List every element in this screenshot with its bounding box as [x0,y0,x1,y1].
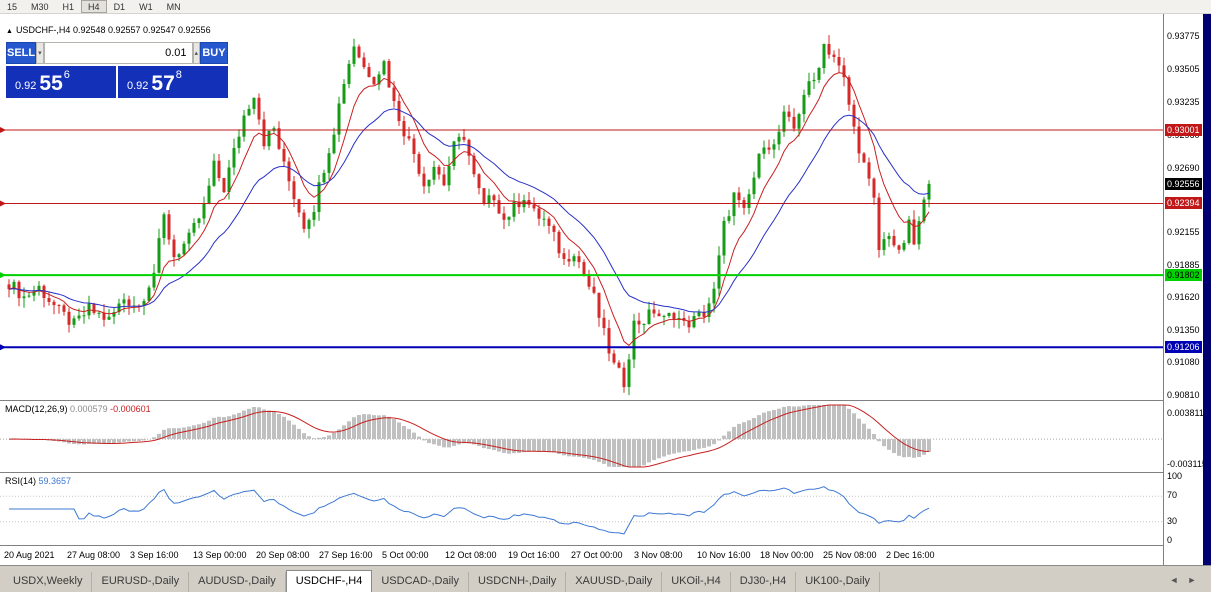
rsi-axis-label: 30 [1167,516,1178,526]
timeframe-button-m30[interactable]: M30 [31,2,49,12]
timeframe-toolbar: 15 M30 H1 H4 D1 W1 MN [0,0,1211,14]
tab-usdchf-h4[interactable]: USDCHF-,H4 [285,570,373,592]
price-tick-label: 0.91350 [1167,325,1200,335]
time-axis-label: 3 Sep 16:00 [130,550,179,560]
macd-axis-label: 0.003811 [1167,408,1204,418]
price-tick-label: 0.91080 [1167,357,1200,367]
tab-usdx-weekly[interactable]: USDX,Weekly [4,572,93,592]
rsi-indicator-panel[interactable] [0,472,1163,545]
time-axis-label: 20 Aug 2021 [4,550,55,560]
price-tick-label: 0.91620 [1167,292,1200,302]
buy-price-pip-digit: 8 [175,69,182,81]
sell-price-pip-digit: 6 [63,69,70,81]
volume-input[interactable] [43,42,193,64]
volume-increase-button[interactable]: ▴ [192,42,200,64]
time-axis-label: 25 Nov 08:00 [823,550,877,560]
tab-scroll-right-icon[interactable]: ► [1187,575,1197,585]
current-price-label: 0.92556 [1165,178,1202,190]
tab-scroll-left-icon[interactable]: ◄ [1169,575,1179,585]
chart-tabs-bar: USDX,Weekly EURUSD-,Daily AUDUSD-,Daily USD… [0,565,1211,592]
tab-audusd-daily[interactable]: AUDUSD-,Daily [189,572,286,592]
collapse-triangle-icon[interactable]: ▲ [6,28,13,35]
tab-xauusd-daily[interactable]: XAUUSD-,Daily [566,572,663,592]
timeframe-button-15[interactable]: 15 [7,2,18,12]
chart-area[interactable]: 20 Aug 2021 27 Aug 08:00 3 Sep 16:00 13 Sep… [0,14,1163,565]
price-tick-label: 0.93235 [1167,97,1200,107]
tab-usdcad-daily[interactable]: USDCAD-,Daily [372,572,469,592]
price-tick-label: 0.92155 [1167,227,1200,237]
time-axis-label: 10 Nov 16:00 [697,550,751,560]
macd-label: MACD(12,26,9) 0.000579 -0.000601 [5,404,151,414]
time-axis-label: 2 Dec 16:00 [886,550,935,560]
buy-price-base: 0.92 [127,80,149,92]
hline-price-label: 0.91802 [1165,269,1202,281]
rsi-axis-label: 70 [1167,490,1178,500]
macd-axis-label: -0.003115 [1167,459,1207,469]
tab-scroll-controls: ◄ ► [1167,573,1199,587]
timeframe-button-h4[interactable]: H4 [81,0,107,13]
price-tick-label: 0.91885 [1167,260,1200,270]
buy-price-display[interactable]: 0.92 57 8 [118,66,228,98]
chart-workspace: 20 Aug 2021 27 Aug 08:00 3 Sep 16:00 13 Sep… [0,14,1211,565]
hline-price-label: 0.93001 [1165,124,1202,136]
one-click-trading-widget: SELL ▾ ▴ BUY 0.92 55 6 0.92 57 8 [6,42,228,98]
timeframe-button-d1[interactable]: D1 [113,2,126,12]
main-price-chart[interactable] [0,14,1163,400]
chart-title: ▲ USDCHF-,H4 0.92548 0.92557 0.92547 0.92… [6,25,211,35]
time-axis-label: 5 Oct 00:00 [382,550,429,560]
tab-usdcnh-daily[interactable]: USDCNH-,Daily [469,572,567,592]
macd-main-value: 0.000579 [70,404,108,414]
sell-price-big-digits: 55 [39,72,63,95]
time-axis-label: 20 Sep 08:00 [256,550,310,560]
time-axis-label: 19 Oct 16:00 [508,550,560,560]
hline-price-label: 0.91206 [1165,341,1202,353]
hline-price-label: 0.92394 [1165,197,1202,209]
rsi-value: 59.3657 [38,476,72,486]
time-axis-label: 12 Oct 08:00 [445,550,497,560]
right-edge-strip [1203,14,1211,565]
buy-button[interactable]: BUY [199,42,228,64]
time-axis-label: 3 Nov 08:00 [634,550,683,560]
buy-price-big-digits: 57 [151,72,175,95]
tab-uk100-daily[interactable]: UK100-,Daily [796,572,881,592]
rsi-axis-label: 100 [1167,471,1183,481]
rsi-axis-label: 0 [1167,535,1173,545]
time-axis-label: 13 Sep 00:00 [193,550,247,560]
time-axis-label: 27 Oct 00:00 [571,550,623,560]
tab-dj30-h4[interactable]: DJ30-,H4 [731,572,797,592]
time-axis-label: 18 Nov 00:00 [760,550,814,560]
time-axis[interactable]: 20 Aug 2021 27 Aug 08:00 3 Sep 16:00 13 Sep… [0,545,1163,565]
sell-price-base: 0.92 [15,80,37,92]
time-axis-label: 27 Aug 08:00 [67,550,121,560]
price-tick-label: 0.92690 [1167,163,1200,173]
timeframe-button-h1[interactable]: H1 [62,2,75,12]
tab-eurusd-daily[interactable]: EURUSD-,Daily [92,572,190,592]
price-axis[interactable]: 0.937750.935050.932350.929600.926900.921… [1163,14,1207,565]
rsi-label: RSI(14) 59.3657 [5,476,72,486]
macd-signal-value: -0.000601 [110,404,151,414]
price-tick-label: 0.93775 [1167,31,1200,41]
tab-ukoil-h4[interactable]: UKOil-,H4 [662,572,731,592]
sell-button[interactable]: SELL [6,42,37,64]
price-tick-label: 0.93505 [1167,64,1200,74]
macd-indicator-panel[interactable] [0,400,1163,472]
chart-title-text: USDCHF-,H4 0.92548 0.92557 0.92547 0.925… [15,25,211,35]
sell-price-display[interactable]: 0.92 55 6 [6,66,116,98]
timeframe-button-w1[interactable]: W1 [139,2,153,12]
price-tick-label: 0.90810 [1167,390,1200,400]
timeframe-button-mn[interactable]: MN [166,2,181,12]
time-axis-label: 27 Sep 16:00 [319,550,373,560]
volume-decrease-button[interactable]: ▾ [36,42,44,64]
